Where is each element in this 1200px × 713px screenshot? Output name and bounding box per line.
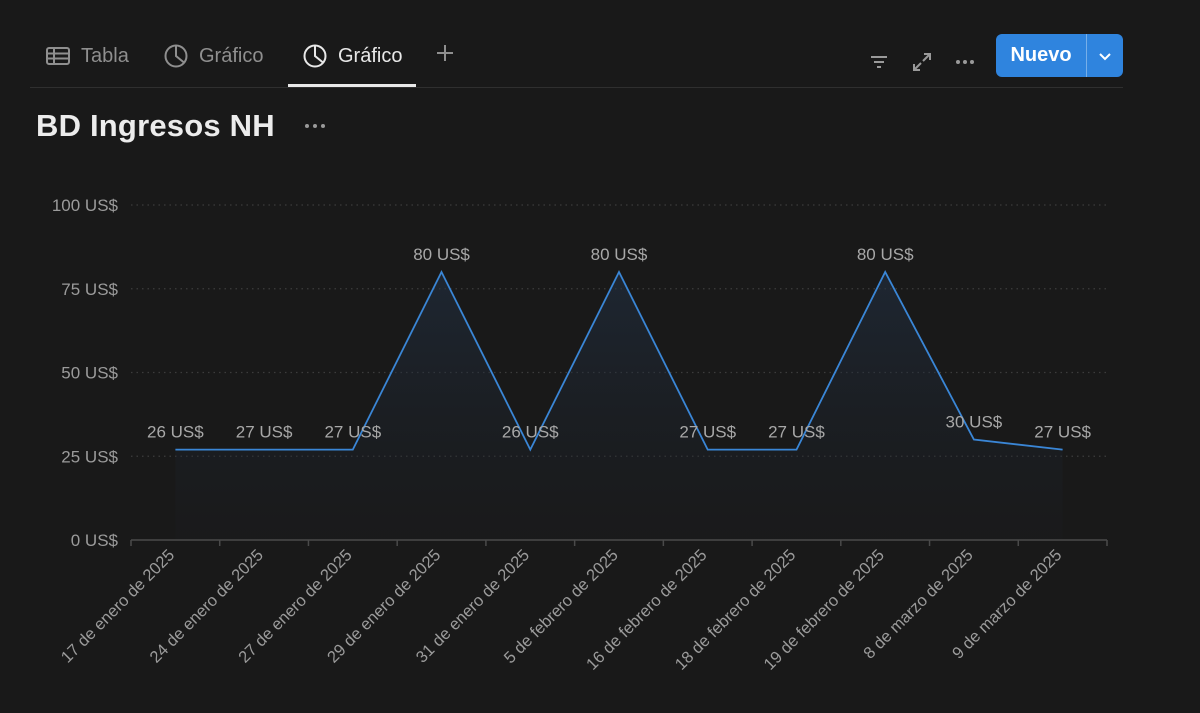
data-point[interactable] xyxy=(351,448,355,452)
more-icon xyxy=(956,60,974,64)
title-more-button[interactable] xyxy=(303,114,329,140)
new-button[interactable]: Nuevo xyxy=(1010,44,1072,66)
tab-label: Gráfico xyxy=(338,45,403,67)
tab-label: Gráfico xyxy=(199,45,264,67)
pie-chart-icon xyxy=(164,44,188,68)
data-point[interactable] xyxy=(706,448,710,452)
data-point[interactable] xyxy=(1061,448,1065,452)
data-point[interactable] xyxy=(173,448,177,452)
page-title: BD Ingresos NH xyxy=(36,108,275,143)
data-point[interactable] xyxy=(794,448,798,452)
series-line xyxy=(175,269,1063,452)
pie-chart-icon xyxy=(303,44,327,68)
tab-tabla[interactable]: Tabla xyxy=(45,40,129,86)
new-button-group: Nuevo xyxy=(996,34,1123,77)
data-point[interactable] xyxy=(262,448,266,452)
plus-icon xyxy=(437,45,453,61)
y-tick-label: 100 US$ xyxy=(52,196,119,215)
more-icon xyxy=(305,124,325,128)
data-label: 30 US$ xyxy=(946,413,1003,432)
add-view-button[interactable] xyxy=(435,40,455,68)
series-area xyxy=(175,272,1063,540)
data-point[interactable] xyxy=(528,448,532,452)
data-label: 26 US$ xyxy=(147,423,204,442)
new-dropdown-button[interactable] xyxy=(1086,34,1123,77)
data-label: 27 US$ xyxy=(324,423,381,442)
data-label: 80 US$ xyxy=(857,245,914,264)
y-tick-label: 75 US$ xyxy=(61,280,118,299)
data-label: 27 US$ xyxy=(679,423,736,442)
expand-button[interactable] xyxy=(909,49,935,75)
data-point[interactable] xyxy=(883,270,887,274)
y-tick-label: 0 US$ xyxy=(71,531,119,550)
view-tabs: Tabla Gráfico Gráfico xyxy=(30,30,1123,88)
filter-button[interactable] xyxy=(866,49,892,75)
tab-grafico-1[interactable]: Gráfico xyxy=(163,40,263,86)
expand-icon xyxy=(913,53,931,71)
chevron-down-icon xyxy=(1099,52,1111,60)
data-point[interactable] xyxy=(972,438,976,442)
y-tick-label: 25 US$ xyxy=(61,447,118,466)
data-point[interactable] xyxy=(617,270,621,274)
data-label: 26 US$ xyxy=(502,423,559,442)
more-options-button[interactable] xyxy=(952,49,978,75)
y-tick-label: 50 US$ xyxy=(61,364,118,383)
tab-grafico-2[interactable]: Gráfico xyxy=(288,40,417,87)
data-label: 27 US$ xyxy=(236,423,293,442)
table-icon xyxy=(46,47,70,65)
data-point[interactable] xyxy=(440,270,444,274)
data-label: 80 US$ xyxy=(413,245,470,264)
data-label: 80 US$ xyxy=(591,245,648,264)
filter-icon xyxy=(871,56,887,68)
data-label: 27 US$ xyxy=(768,423,825,442)
data-label: 27 US$ xyxy=(1034,423,1091,442)
tab-label: Tabla xyxy=(81,45,129,67)
